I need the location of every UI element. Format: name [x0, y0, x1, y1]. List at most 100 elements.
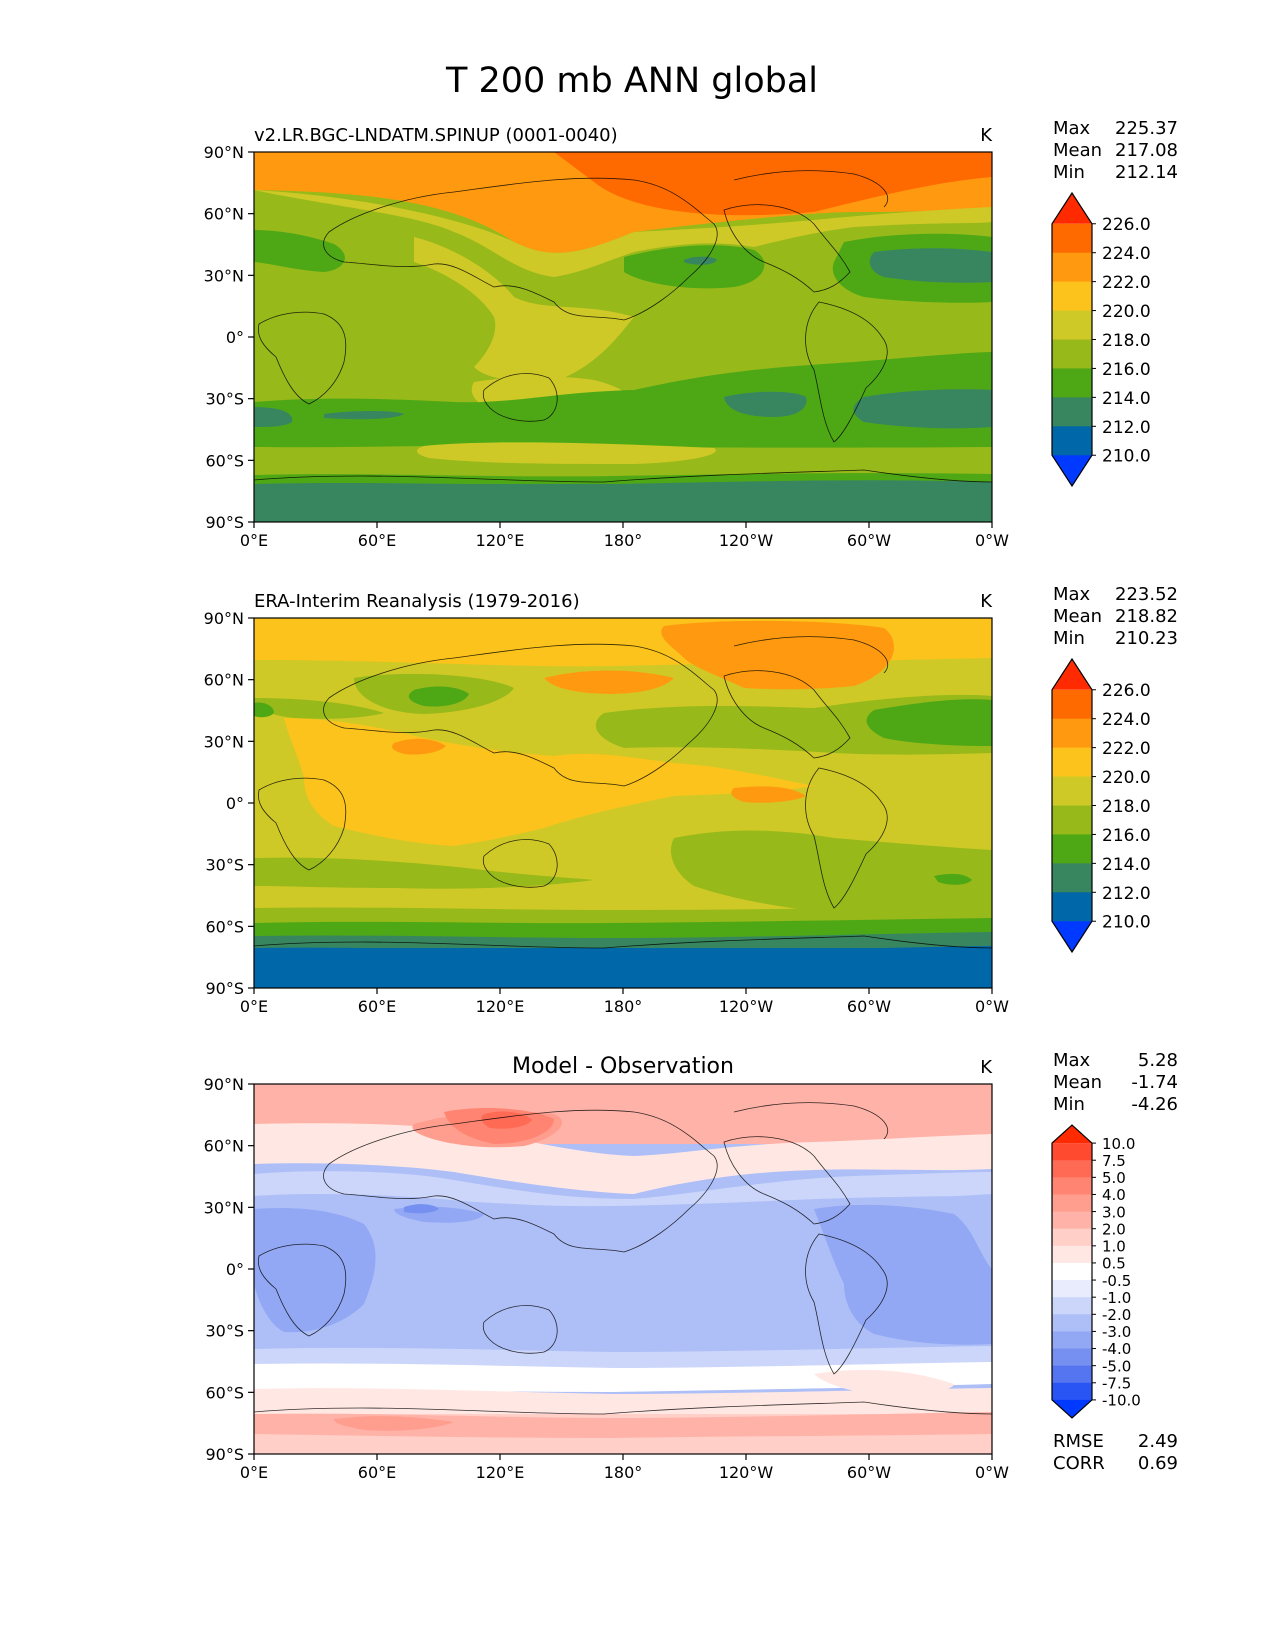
colorbar-segment — [1052, 747, 1092, 778]
lat-tick-label: 0° — [226, 794, 244, 813]
stat-label-rmse: RMSE — [1053, 1431, 1104, 1452]
colorbar-segment — [1052, 1348, 1092, 1367]
colorbar-segment — [1052, 252, 1092, 283]
colorbar-tick-label: -0.5 — [1102, 1272, 1131, 1290]
lon-tick-label: 120°E — [476, 997, 525, 1016]
lat-tick-label: 30°S — [205, 390, 244, 409]
lon-tick-label: 60°E — [358, 1463, 396, 1482]
colorbar-tick-label: 220.0 — [1102, 768, 1151, 788]
lon-tick-label: 120°E — [476, 1463, 525, 1482]
colorbar-segment — [1052, 1280, 1092, 1298]
stat-value-min: 212.14 — [1115, 162, 1178, 183]
colorbar-segment — [1052, 1177, 1092, 1195]
lat-tick-label: 60°S — [205, 917, 244, 936]
lon-tick-label: 60°E — [358, 997, 396, 1016]
stat-value-min: -4.26 — [1131, 1094, 1178, 1115]
lon-tick-label: 120°E — [476, 531, 525, 550]
panel-title: ERA-Interim Reanalysis (1979-2016) — [254, 591, 580, 612]
stat-label-corr: CORR — [1053, 1453, 1105, 1474]
colorbar-segment — [1052, 892, 1092, 922]
colorbar-tick-label: 216.0 — [1102, 826, 1151, 846]
lat-tick-label: 30°N — [204, 1198, 244, 1217]
colorbar-extend-min — [1052, 921, 1092, 952]
colorbar: 226.0 224.0 222.0 220.0 218.0 216.0 214.0 212.0… — [1051, 191, 1151, 488]
colorbar-tick-label: 7.5 — [1102, 1152, 1126, 1170]
lon-tick-label: 180° — [604, 997, 643, 1016]
lon-tick-label: 120°W — [719, 1463, 774, 1482]
lat-tick-label: 60°S — [205, 451, 244, 470]
colorbar-segment — [1052, 1194, 1092, 1213]
units-label: K — [980, 125, 993, 146]
colorbar-segment — [1052, 339, 1092, 369]
lat-tick-label: 90°S — [205, 1445, 244, 1464]
stat-label-mean: Mean — [1053, 140, 1102, 161]
stat-value-mean: -1.74 — [1131, 1072, 1178, 1093]
colorbar-segment — [1052, 776, 1092, 806]
colorbar-segment — [1052, 397, 1092, 427]
colorbar-segment — [1052, 689, 1092, 720]
lon-tick-label: 60°W — [847, 997, 891, 1016]
stat-value-corr: 0.69 — [1138, 1453, 1178, 1474]
stat-label-min: Min — [1053, 1094, 1085, 1115]
colorbar-tick-label: 226.0 — [1102, 215, 1151, 235]
axis-ticks: 90°N 60°N 30°N 0° 30°S 60°S 90°S0°E 60°E 120°E 18… — [204, 609, 1010, 1016]
colorbar-tick-label: 222.0 — [1102, 739, 1151, 759]
lat-tick-label: 90°N — [204, 143, 244, 162]
colorbar-extend-min — [1052, 455, 1092, 486]
lon-tick-label: 60°W — [847, 531, 891, 550]
lat-tick-label: 0° — [226, 1260, 244, 1279]
colorbar-segment — [1052, 805, 1092, 835]
colorbar-tick-label: -10.0 — [1102, 1392, 1141, 1410]
stat-label-max: Max — [1053, 1050, 1091, 1071]
colorbar-tick-label: 214.0 — [1102, 855, 1151, 875]
lon-tick-label: 0°W — [975, 997, 1009, 1016]
colorbar-segment — [1052, 1297, 1092, 1315]
lat-tick-label: 90°N — [204, 1075, 244, 1094]
lon-tick-label: 180° — [604, 1463, 643, 1482]
lon-tick-label: 0°E — [240, 997, 268, 1016]
colorbar-tick-label: -1.0 — [1102, 1289, 1131, 1307]
units-label: K — [980, 591, 993, 612]
lon-tick-label: 0°E — [240, 1463, 268, 1482]
colorbar-tick-label: 224.0 — [1102, 710, 1151, 730]
panel-title: v2.LR.BGC-LNDATM.SPINUP (0001-0040) — [254, 125, 618, 146]
lat-tick-label: 30°N — [204, 732, 244, 751]
colorbar-extend-min — [1052, 1399, 1092, 1418]
lon-tick-label: 60°E — [358, 531, 396, 550]
lat-tick-label: 30°S — [205, 1322, 244, 1341]
figure-title: T 200 mb ANN global — [445, 61, 818, 101]
colorbar-tick-label: 4.0 — [1102, 1186, 1126, 1204]
colorbar-segment — [1052, 834, 1092, 864]
axis-ticks: 90°N 60°N 30°N 0° 30°S 60°S 90°S0°E 60°E 120°E 18… — [204, 1075, 1010, 1482]
colorbar-segment — [1052, 223, 1092, 254]
colorbar-tick-label: -7.5 — [1102, 1374, 1131, 1392]
lat-tick-label: 0° — [226, 328, 244, 347]
colorbar-segment — [1052, 863, 1092, 893]
colorbar-segment — [1052, 1331, 1092, 1350]
colorbar-tick-label: -4.0 — [1102, 1340, 1131, 1358]
colorbar-segment — [1052, 1262, 1092, 1281]
colorbar-segment — [1052, 310, 1092, 340]
lat-tick-label: 90°S — [205, 979, 244, 998]
stat-value-max: 5.28 — [1138, 1050, 1178, 1071]
colorbar-segment — [1052, 1228, 1092, 1247]
colorbar-tick-label: 0.5 — [1102, 1255, 1126, 1273]
stat-value-max: 225.37 — [1115, 118, 1178, 139]
colorbar-segment — [1052, 1365, 1092, 1384]
lon-tick-label: 0°W — [975, 531, 1009, 550]
colorbar-tick-label: -2.0 — [1102, 1306, 1131, 1324]
stat-value-mean: 218.82 — [1115, 606, 1178, 627]
lat-tick-label: 90°N — [204, 609, 244, 628]
stat-value-min: 210.23 — [1115, 628, 1178, 649]
colorbar-tick-label: 226.0 — [1102, 681, 1151, 701]
colorbar-tick-label: 224.0 — [1102, 244, 1151, 264]
map-area: 90°N 60°N 30°N 0° 30°S 60°S 90°S0°E 60°E 120°E 18… — [204, 143, 1010, 550]
lat-tick-label: 60°N — [204, 671, 244, 690]
colorbar-tick-label: 210.0 — [1102, 913, 1151, 933]
lon-tick-label: 0°W — [975, 1463, 1009, 1482]
colorbar-segment — [1052, 718, 1092, 749]
colorbar-tick-label: 2.0 — [1102, 1220, 1126, 1238]
stats-block: Max 5.28 Mean -1.74 Min -4.26 — [1053, 1050, 1178, 1115]
colorbar-segment — [1052, 1160, 1092, 1178]
